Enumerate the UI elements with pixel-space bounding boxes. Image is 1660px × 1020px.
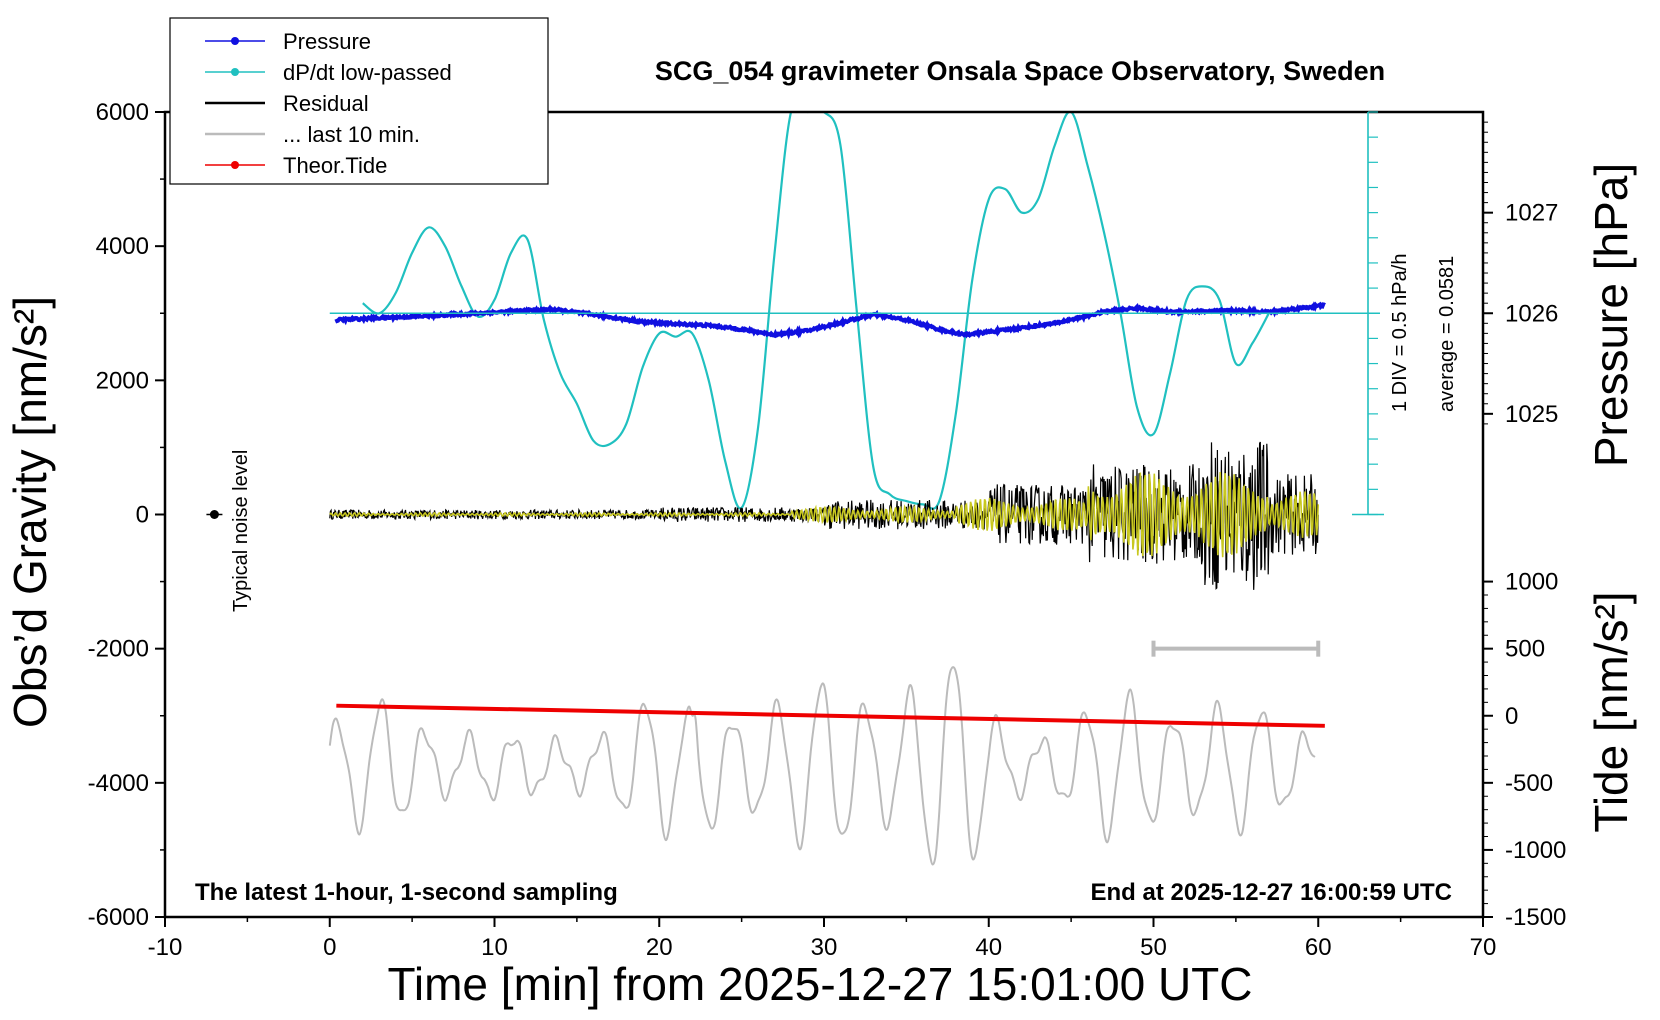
y-axis-title-tide: Tide [nm/s²] [1585,591,1637,832]
x-tick-label: 50 [1140,934,1167,961]
legend: Pressure dP/dt low-passed Residual ... last… [169,17,549,185]
tide-tick-label: -1500 [1505,904,1566,931]
tide-tick-label: 1000 [1505,569,1558,596]
x-tick-label: 10 [481,934,508,961]
x-tick-label: 30 [811,934,838,961]
x-tick-label: 70 [1470,934,1497,961]
noise-label: Typical noise level [230,450,252,612]
y-tick-label: 4000 [96,233,149,260]
legend-swatch-marker [231,68,239,76]
legend-label: Residual [283,91,369,116]
annotation-bottom-left: The latest 1-hour, 1-second sampling [195,879,618,906]
legend-label: ... last 10 min. [283,122,420,147]
pressure-series-line [334,301,1326,340]
legend-label: Pressure [283,29,371,54]
pressure-tick-label: 1026 [1505,300,1558,327]
series-layer [328,112,1380,866]
tide-tick-label: 0 [1505,703,1518,730]
chart-title: SCG_054 gravimeter Onsala Space Observat… [655,56,1385,86]
x-tick-label: 20 [646,934,673,961]
x-axis-title: Time [min] from 2025-12-27 15:01:00 UTC [388,958,1253,1010]
legend-label: dP/dt low-passed [283,60,452,85]
x-tick-label: 60 [1305,934,1332,961]
x-tick-label: -10 [148,934,183,961]
tide-series-line [336,703,1325,728]
y-tick-label: -6000 [88,904,149,931]
annotation-bottom-right: End at 2025-12-27 16:00:59 UTC [1091,879,1453,906]
legend-box [169,17,549,185]
y-tick-label: -2000 [88,636,149,663]
dpdt-average-label: average = 0.0581 [1436,256,1458,412]
y-tick-label: -4000 [88,770,149,797]
dpdt-series-line [362,112,1270,510]
tide-tick-label: -500 [1505,770,1553,797]
x-tick-label: 0 [323,934,336,961]
legend-swatch-marker [231,161,239,169]
y-axis-title-pressure: Pressure [hPa] [1585,163,1637,467]
residual-filtered-line [329,471,1319,558]
pressure-tick-label: 1025 [1505,401,1558,428]
noise-marker-dot [209,510,219,519]
legend-label: Theor.Tide [283,153,387,178]
pressure-tick-label: 1027 [1505,200,1558,227]
y-axis-title-left: Obs’d Gravity [nm/s²] [4,296,56,728]
last10-series-line [328,666,1316,866]
y-tick-label: 0 [136,502,149,529]
axes-layer: -10 0 10 20 30 40 50 60 70 6000 4000 2000 0 -2000 -400… [88,99,1567,961]
y-tick-label: 6000 [96,99,149,126]
dpdt-scale-label: 1 DIV = 0.5 hPa/h [1389,254,1411,412]
tide-tick-label: 500 [1505,636,1545,663]
x-tick-label: 40 [975,934,1002,961]
y-tick-label: 2000 [96,367,149,394]
legend-swatch-marker [231,37,239,45]
tide-tick-label: -1000 [1505,837,1566,864]
